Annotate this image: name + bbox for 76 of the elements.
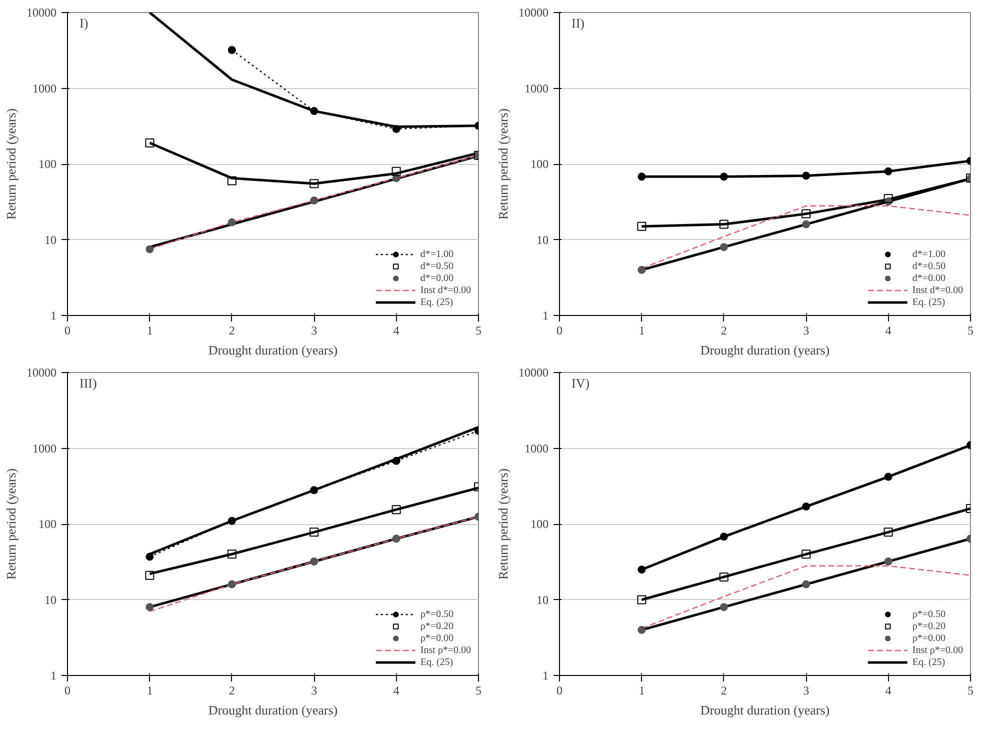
x-tick-label: 3 <box>803 684 810 698</box>
legend-label: Eq. (25) <box>912 296 946 308</box>
x-tick-label: 5 <box>476 324 482 338</box>
y-tick-label: 10000 <box>518 366 548 380</box>
chart-title: II) <box>572 16 584 30</box>
y-axis-title: Return period (years) <box>496 108 510 220</box>
legend-label: Inst d*=0.00 <box>912 284 963 296</box>
y-tick-label: 10000 <box>26 6 56 20</box>
x-axis-title: Drought duration (years) <box>208 702 338 718</box>
legend-label: ρ*=0.00 <box>420 632 454 644</box>
y-axis-title: Return period (years) <box>4 468 18 580</box>
y-tick-label: 1 <box>50 308 56 322</box>
legend-label: ρ*=0.00 <box>912 632 946 644</box>
x-tick-label: 2 <box>228 324 235 338</box>
legend-label: Eq. (25) <box>912 656 946 668</box>
y-tick-label: 10000 <box>518 6 548 20</box>
y-tick-label: 10 <box>536 232 548 247</box>
x-tick-label: 0 <box>556 684 562 698</box>
legend-label: d*=0.50 <box>912 260 946 272</box>
y-tick-label: 100 <box>530 157 548 171</box>
y-tick-label: 100 <box>38 157 56 171</box>
legend-label: ρ*=0.20 <box>420 620 454 632</box>
x-tick-label: 4 <box>393 684 400 698</box>
legend-label: d*=0.50 <box>420 260 454 272</box>
y-tick-label: 100 <box>530 517 548 531</box>
x-tick-label: 0 <box>64 324 70 338</box>
legend-label: Inst d*=0.00 <box>420 284 471 296</box>
y-tick-label: 10 <box>44 592 56 607</box>
legend-label: Inst ρ*=0.00 <box>912 644 963 656</box>
legend-label: d*=1.00 <box>420 248 454 260</box>
legend-label: Eq. (25) <box>420 296 454 308</box>
legend-label: ρ*=0.20 <box>912 620 946 632</box>
legend-label: ρ*=0.50 <box>420 608 454 620</box>
chart-title: III) <box>80 376 97 390</box>
x-tick-label: 2 <box>720 324 727 338</box>
y-tick-label: 100 <box>38 517 56 531</box>
x-tick-label: 3 <box>311 684 318 698</box>
x-tick-label: 5 <box>968 324 974 338</box>
legend-label: Eq. (25) <box>420 656 454 668</box>
x-tick-label: 3 <box>803 324 810 338</box>
x-tick-label: 0 <box>64 684 70 698</box>
x-tick-label: 1 <box>146 684 153 698</box>
y-tick-label: 1 <box>50 668 56 682</box>
x-tick-label: 1 <box>638 324 645 338</box>
legend-label: ρ*=0.50 <box>912 608 946 620</box>
legend-label: d*=0.00 <box>420 272 454 284</box>
x-tick-label: 4 <box>393 324 400 338</box>
x-axis-title: Drought duration (years) <box>700 342 830 358</box>
y-tick-label: 1000 <box>524 81 548 96</box>
y-tick-label: 1000 <box>32 81 56 96</box>
y-axis-title: Return period (years) <box>496 468 510 580</box>
legend-label: d*=0.00 <box>912 272 946 284</box>
y-tick-label: 1000 <box>32 441 56 456</box>
x-tick-label: 4 <box>885 684 892 698</box>
x-axis-title: Drought duration (years) <box>700 702 830 718</box>
x-tick-label: 1 <box>638 684 645 698</box>
legend-label: d*=1.00 <box>912 248 946 260</box>
x-tick-label: 4 <box>885 324 892 338</box>
y-axis-title: Return period (years) <box>4 108 18 220</box>
chart-title: IV) <box>572 376 590 390</box>
y-tick-label: 1000 <box>524 441 548 456</box>
y-tick-label: 10 <box>536 592 548 607</box>
x-tick-label: 2 <box>228 684 235 698</box>
y-tick-label: 1 <box>542 308 548 322</box>
x-axis-title: Drought duration (years) <box>208 342 338 358</box>
x-tick-label: 3 <box>311 324 318 338</box>
chart-title: I) <box>80 16 88 30</box>
legend-label: Inst ρ*=0.00 <box>420 644 471 656</box>
x-tick-label: 5 <box>968 684 974 698</box>
x-tick-label: 0 <box>556 324 562 338</box>
y-tick-label: 1 <box>542 668 548 682</box>
x-tick-label: 2 <box>720 684 727 698</box>
x-tick-label: 5 <box>476 684 482 698</box>
x-tick-label: 1 <box>146 324 153 338</box>
y-tick-label: 10 <box>44 232 56 247</box>
y-tick-label: 10000 <box>26 366 56 380</box>
